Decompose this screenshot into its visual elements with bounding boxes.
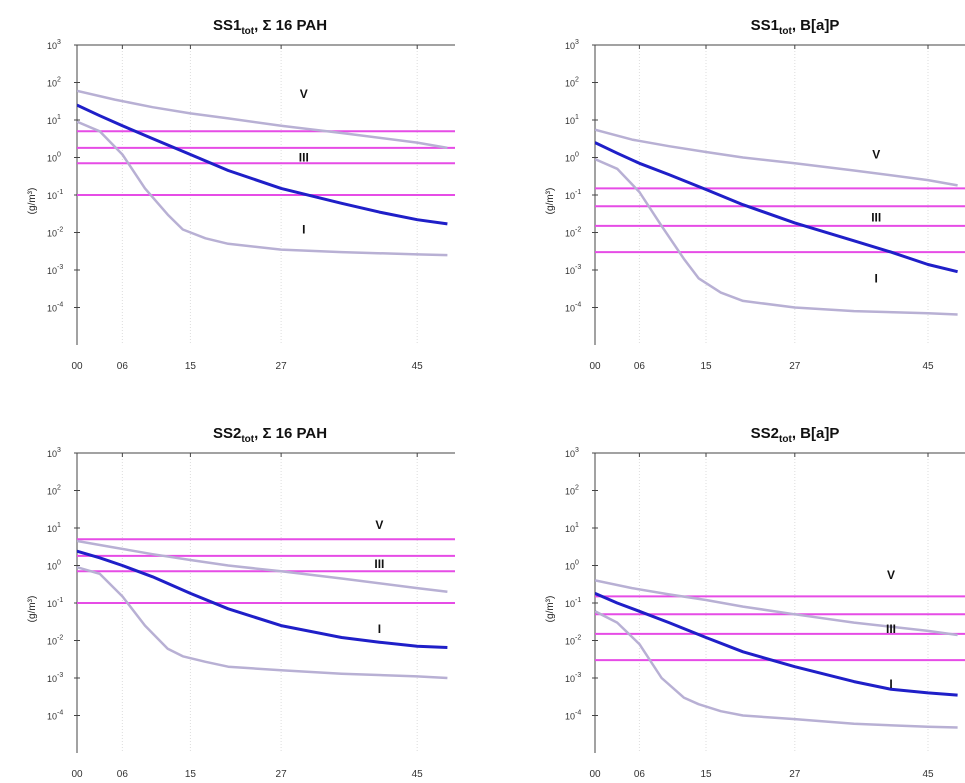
- chart-title: SS1tot, B[a]P: [751, 17, 840, 37]
- y-tick-label: 100: [565, 560, 579, 572]
- zone-label: I: [889, 677, 892, 691]
- series-line-main: [77, 103, 448, 226]
- series-line-main: [77, 549, 448, 649]
- zone-label: V: [375, 518, 383, 532]
- x-tick-label: 15: [700, 769, 712, 780]
- y-tick-label: 10-3: [565, 264, 581, 276]
- x-tick-label: 27: [789, 361, 801, 372]
- x-tick-label: 06: [634, 769, 646, 780]
- x-tick-label: 00: [71, 769, 83, 780]
- chart-panel-4: 103 102 101 100 10-1 10-2 10-3 10-4 00 06 15 27 45 (g…: [545, 425, 965, 780]
- zone-label: V: [887, 568, 895, 582]
- y-tick-label: 103: [47, 39, 61, 51]
- y-axis-label: (g/m³): [545, 188, 556, 215]
- zone-label: V: [872, 148, 880, 162]
- y-tick-label: 100: [47, 152, 61, 164]
- y-tick-label: 10-1: [47, 189, 63, 201]
- x-tick-label: 45: [922, 361, 934, 372]
- y-tick-label: 103: [565, 39, 579, 51]
- y-tick-label: 102: [47, 485, 61, 497]
- zone-label: III: [374, 557, 384, 571]
- x-tick-label: 06: [634, 361, 646, 372]
- chart-title: SS1tot, Σ 16 PAH: [213, 17, 327, 37]
- y-tick-label: 10-3: [47, 264, 63, 276]
- zone-label: V: [300, 87, 308, 101]
- y-tick-label: 10-1: [565, 189, 581, 201]
- zone-label: I: [875, 271, 878, 285]
- y-axis-label: (g/m³): [545, 596, 556, 623]
- y-tick-label: 102: [47, 77, 61, 89]
- zone-label: III: [886, 622, 896, 636]
- y-tick-label: 10-4: [47, 710, 63, 722]
- y-tick-label: 10-1: [565, 597, 581, 609]
- series-line-upper: [595, 128, 958, 187]
- x-tick-label: 00: [589, 361, 601, 372]
- x-tick-label: 27: [789, 769, 801, 780]
- x-tick-label: 06: [117, 361, 129, 372]
- y-tick-label: 10-4: [565, 302, 581, 314]
- x-tick-label: 15: [185, 361, 197, 372]
- y-tick-label: 10-3: [47, 672, 63, 684]
- y-tick-label: 10-2: [565, 635, 581, 647]
- y-tick-label: 103: [565, 447, 579, 459]
- chart-title: SS2tot, B[a]P: [751, 425, 840, 445]
- series-line-lower: [77, 120, 448, 257]
- chart-panel-3: 103 102 101 100 10-1 10-2 10-3 10-4 00 06 15 27 45 (g…: [27, 425, 455, 780]
- y-tick-label: 102: [565, 485, 579, 497]
- y-tick-label: 10-4: [47, 302, 63, 314]
- x-tick-label: 06: [117, 769, 129, 780]
- y-tick-label: 102: [565, 77, 579, 89]
- zone-label: I: [302, 223, 305, 237]
- y-tick-label: 100: [47, 560, 61, 572]
- x-tick-label: 27: [276, 769, 288, 780]
- x-tick-label: 45: [412, 769, 424, 780]
- zone-label: III: [299, 151, 309, 165]
- y-axis-label: (g/m³): [27, 188, 38, 215]
- y-tick-label: 101: [565, 522, 579, 534]
- chart-title: SS2tot, Σ 16 PAH: [213, 425, 327, 445]
- y-tick-label: 10-2: [565, 227, 581, 239]
- chart-panel-1: 103 102 101 100 10-1 10-2 10-3 10-4 00 06 15 27 45 (g…: [27, 17, 455, 372]
- y-tick-label: 103: [47, 447, 61, 459]
- y-tick-label: 10-2: [47, 635, 63, 647]
- x-tick-label: 15: [700, 361, 712, 372]
- x-tick-label: 45: [922, 769, 934, 780]
- series-line-upper: [77, 89, 448, 150]
- series-line-upper: [595, 579, 958, 637]
- y-tick-label: 10-1: [47, 597, 63, 609]
- chart-panel-2: 103 102 101 100 10-1 10-2 10-3 10-4 00 06 15 27 45 (g…: [545, 17, 965, 372]
- series-line-lower: [77, 565, 448, 680]
- x-tick-label: 15: [185, 769, 197, 780]
- y-axis-label: (g/m³): [27, 596, 38, 623]
- series-line-main: [595, 141, 958, 274]
- y-tick-label: 101: [565, 114, 579, 126]
- x-tick-label: 00: [71, 361, 83, 372]
- y-tick-label: 101: [47, 114, 61, 126]
- x-tick-label: 45: [412, 361, 424, 372]
- y-tick-label: 10-2: [47, 227, 63, 239]
- y-tick-label: 10-3: [565, 672, 581, 684]
- y-tick-label: 10-4: [565, 710, 581, 722]
- series-line-lower: [595, 610, 958, 729]
- zone-label: I: [378, 622, 381, 636]
- zone-label: III: [871, 211, 881, 225]
- x-tick-label: 00: [589, 769, 601, 780]
- series-line-main: [595, 592, 958, 697]
- series-line-lower: [595, 158, 958, 316]
- series-line-upper: [77, 539, 448, 593]
- y-tick-label: 100: [565, 152, 579, 164]
- y-tick-label: 101: [47, 522, 61, 534]
- x-tick-label: 27: [276, 361, 288, 372]
